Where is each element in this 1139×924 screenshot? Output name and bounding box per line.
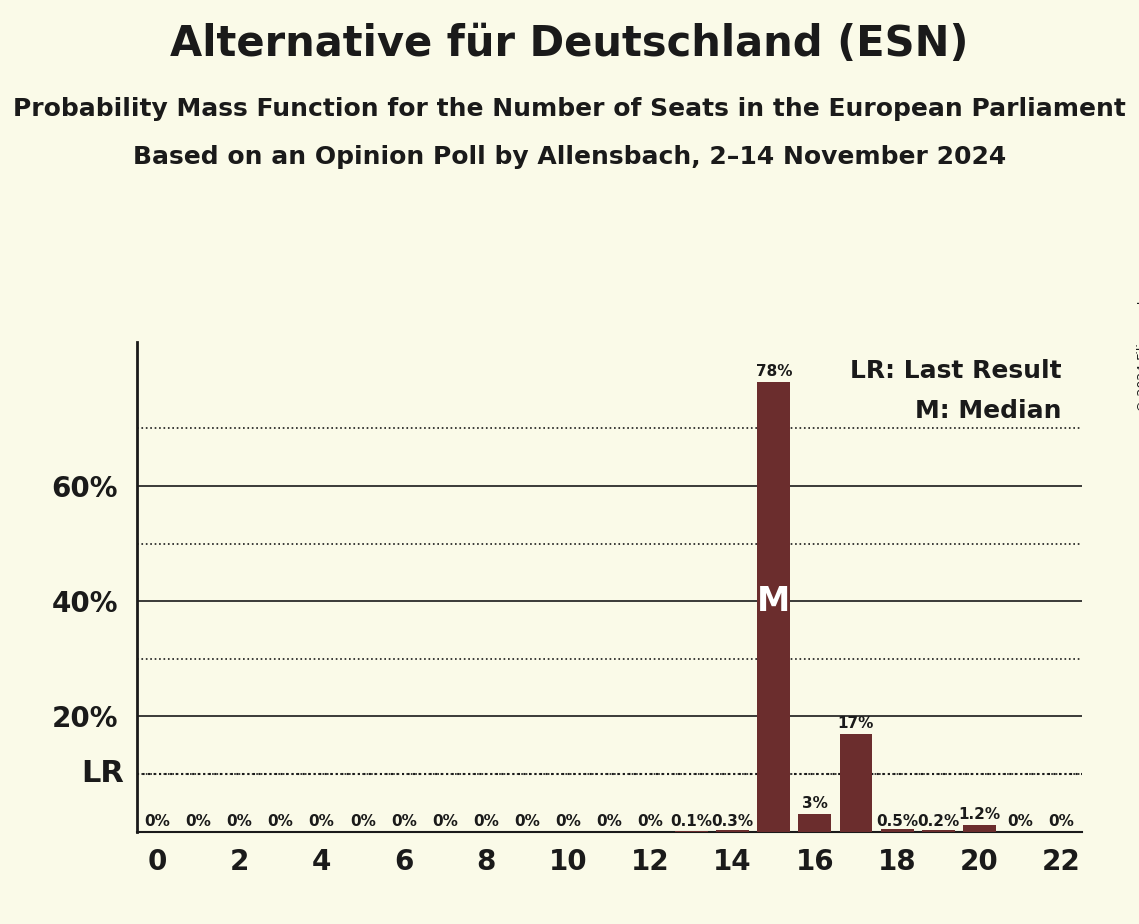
Bar xyxy=(757,383,790,832)
Text: 0%: 0% xyxy=(309,814,335,830)
Text: M: Median: M: Median xyxy=(915,399,1062,423)
Text: LR: LR xyxy=(82,760,124,788)
Bar xyxy=(716,830,749,832)
Text: 0%: 0% xyxy=(473,814,499,830)
Text: 0%: 0% xyxy=(350,814,376,830)
Text: 0%: 0% xyxy=(1008,814,1033,830)
Text: 0%: 0% xyxy=(514,814,540,830)
Text: 0%: 0% xyxy=(145,814,170,830)
Text: 3%: 3% xyxy=(802,796,828,811)
Text: 0%: 0% xyxy=(1049,814,1074,830)
Bar xyxy=(839,734,872,832)
Text: 0%: 0% xyxy=(556,814,581,830)
Bar xyxy=(962,825,995,832)
Bar xyxy=(798,814,831,832)
Text: 0%: 0% xyxy=(186,814,211,830)
Text: 0%: 0% xyxy=(227,814,253,830)
Text: M: M xyxy=(757,585,790,617)
Text: 0%: 0% xyxy=(432,814,458,830)
Bar xyxy=(880,829,913,832)
Text: 0%: 0% xyxy=(391,814,417,830)
Text: LR: Last Result: LR: Last Result xyxy=(850,359,1062,383)
Bar xyxy=(921,831,954,832)
Text: 0.5%: 0.5% xyxy=(876,814,918,830)
Text: 0.2%: 0.2% xyxy=(917,814,959,830)
Text: 0.3%: 0.3% xyxy=(712,814,754,830)
Text: 0.1%: 0.1% xyxy=(671,814,713,830)
Text: Alternative für Deutschland (ESN): Alternative für Deutschland (ESN) xyxy=(170,23,969,65)
Text: 78%: 78% xyxy=(755,364,792,380)
Text: 0%: 0% xyxy=(638,814,663,830)
Text: 0%: 0% xyxy=(597,814,622,830)
Text: 1.2%: 1.2% xyxy=(958,807,1000,821)
Text: © 2024 Filip van Laenen: © 2024 Filip van Laenen xyxy=(1137,259,1139,412)
Text: Based on an Opinion Poll by Allensbach, 2–14 November 2024: Based on an Opinion Poll by Allensbach, … xyxy=(133,145,1006,169)
Text: 0%: 0% xyxy=(268,814,294,830)
Text: Probability Mass Function for the Number of Seats in the European Parliament: Probability Mass Function for the Number… xyxy=(13,97,1126,121)
Text: 17%: 17% xyxy=(838,716,874,731)
